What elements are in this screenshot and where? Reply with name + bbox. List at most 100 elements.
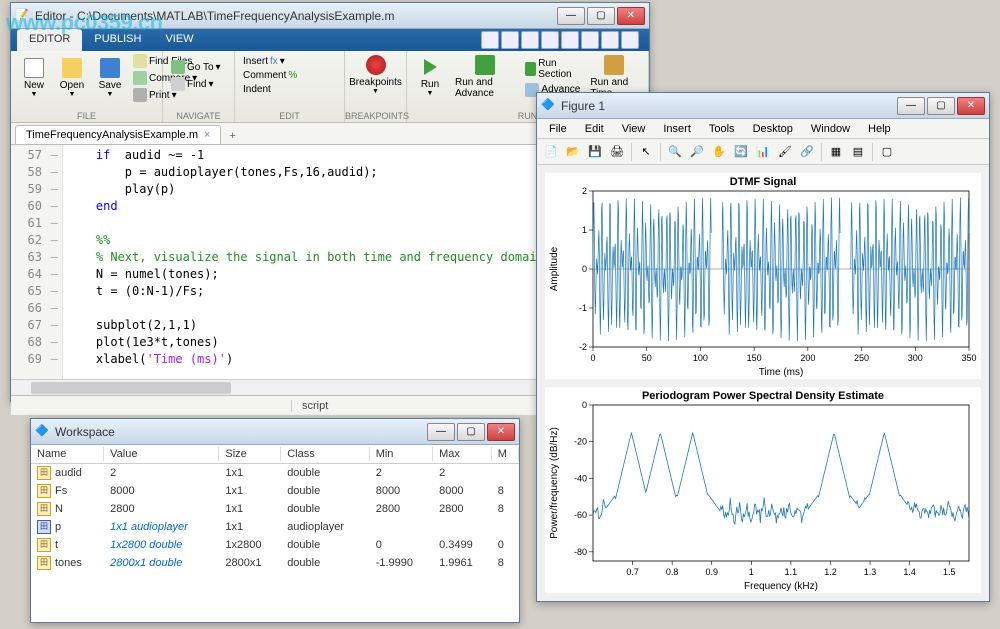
plot-area: DTMF Signal050100150200250300350-2-1012T… (537, 165, 989, 601)
maximize-button[interactable]: ▢ (457, 423, 485, 441)
workspace-table[interactable]: NameValueSizeClassMinMaxM 田audid 2 1x1do… (31, 445, 519, 572)
svg-text:Frequency (kHz): Frequency (kHz) (744, 581, 818, 592)
minimize-button[interactable]: — (427, 423, 455, 441)
new-button[interactable]: New▼ (17, 56, 51, 100)
legend-icon[interactable]: ▤ (848, 142, 868, 162)
minimize-button[interactable]: — (897, 97, 925, 115)
group-label: NAVIGATE (163, 111, 234, 121)
svg-text:1.1: 1.1 (785, 567, 798, 577)
menu-item[interactable]: Tools (701, 121, 743, 137)
qa-btn[interactable] (581, 31, 599, 49)
pointer-icon[interactable]: ↖ (636, 142, 656, 162)
run-section-button[interactable]: Run Section (523, 57, 582, 81)
close-tab-icon[interactable]: × (204, 129, 210, 141)
group-label: EDIT (235, 111, 344, 121)
workspace-title: Workspace (55, 425, 427, 439)
qa-btn[interactable] (501, 31, 519, 49)
link-icon[interactable]: 🔗 (797, 142, 817, 162)
insert-button[interactable]: Insert fx ▾ (241, 55, 338, 68)
table-row[interactable]: 田Fs 8000 1x1double800080008 (31, 482, 519, 500)
open-button[interactable]: Open▼ (55, 56, 89, 100)
menu-item[interactable]: Desktop (745, 121, 801, 137)
menu-item[interactable]: Insert (655, 121, 699, 137)
close-button[interactable]: ✕ (957, 97, 985, 115)
svg-text:0.7: 0.7 (626, 567, 639, 577)
goto-button[interactable]: Go To ▾ (169, 59, 228, 75)
figure-window: 🔷 Figure 1 — ▢ ✕ FileEditViewInsertTools… (536, 92, 990, 602)
breakpoints-button[interactable]: Breakpoints▼ (351, 53, 400, 97)
table-row[interactable]: 田t 1x2800 double 1x2800double00.34990 (31, 536, 519, 554)
menu-item[interactable]: View (614, 121, 654, 137)
pan-icon[interactable]: ✋ (709, 142, 729, 162)
column-header[interactable]: Value (104, 445, 219, 464)
tab-editor[interactable]: EDITOR (17, 29, 82, 51)
svg-text:Amplitude: Amplitude (549, 246, 560, 291)
menu-item[interactable]: Help (860, 121, 899, 137)
comment-button[interactable]: Comment % (241, 69, 338, 82)
svg-text:2: 2 (582, 186, 587, 196)
svg-text:300: 300 (908, 353, 923, 363)
colorbar-icon[interactable]: ▦ (826, 142, 846, 162)
svg-text:200: 200 (800, 353, 815, 363)
status-type: script (291, 400, 563, 412)
svg-text:0: 0 (582, 400, 587, 410)
close-button[interactable]: ✕ (617, 7, 645, 25)
file-tab[interactable]: TimeFrequencyAnalysisExample.m × (15, 125, 221, 144)
line-gutter: 57—58—59—60—61—62—63—64—65—66—67—68—69— (11, 145, 63, 379)
table-row[interactable]: 田p 1x1 audioplayer 1x1audioplayer (31, 518, 519, 536)
indent-button[interactable]: Indent (241, 83, 338, 96)
svg-text:0: 0 (582, 264, 587, 274)
qa-btn[interactable] (481, 31, 499, 49)
annotations-icon[interactable]: ▢ (877, 142, 897, 162)
workspace-window: 🔷 Workspace — ▢ ✕ NameValueSizeClassMinM… (30, 418, 520, 623)
table-row[interactable]: 田audid 2 1x1double22 (31, 464, 519, 483)
workspace-icon: 🔷 (35, 424, 51, 440)
open-icon[interactable]: 📂 (563, 142, 583, 162)
qa-btn[interactable] (561, 31, 579, 49)
column-header[interactable]: Min (370, 445, 433, 464)
figure-menu: FileEditViewInsertToolsDesktopWindowHelp (537, 119, 989, 139)
svg-text:0.9: 0.9 (705, 567, 718, 577)
svg-text:150: 150 (747, 353, 762, 363)
zoom-out-icon[interactable]: 🔎 (687, 142, 707, 162)
figure-toolbar: 📄 📂 💾 🖨 ↖ 🔍 🔎 ✋ 🔄 📊 🖌 🔗 ▦ ▤ ▢ (537, 139, 989, 165)
svg-text:Power/frequency (dB/Hz): Power/frequency (dB/Hz) (549, 427, 560, 539)
svg-text:250: 250 (854, 353, 869, 363)
run-button[interactable]: Run▼ (413, 55, 447, 99)
maximize-button[interactable]: ▢ (587, 7, 615, 25)
minimize-button[interactable]: — (557, 7, 585, 25)
quick-access-toolbar (481, 31, 639, 49)
new-figure-icon[interactable]: 📄 (541, 142, 561, 162)
column-header[interactable]: Size (219, 445, 281, 464)
table-row[interactable]: 田N 2800 1x1double280028008 (31, 500, 519, 518)
new-tab-button[interactable]: + (221, 128, 243, 144)
rotate-icon[interactable]: 🔄 (731, 142, 751, 162)
subplot-bottom: Periodogram Power Spectral Density Estim… (545, 387, 981, 593)
close-button[interactable]: ✕ (487, 423, 515, 441)
table-row[interactable]: 田tones 2800x1 double 2800x1double-1.9990… (31, 554, 519, 572)
qa-btn[interactable] (521, 31, 539, 49)
column-header[interactable]: Name (31, 445, 104, 464)
save-icon[interactable]: 💾 (585, 142, 605, 162)
tab-publish[interactable]: PUBLISH (82, 29, 153, 51)
group-label: BREAKPOINTS (345, 111, 406, 121)
maximize-button[interactable]: ▢ (927, 97, 955, 115)
column-header[interactable]: M (492, 445, 519, 464)
print-icon[interactable]: 🖨 (607, 142, 627, 162)
menu-item[interactable]: Edit (577, 121, 612, 137)
qa-btn[interactable] (601, 31, 619, 49)
zoom-in-icon[interactable]: 🔍 (665, 142, 685, 162)
find-button[interactable]: Find ▾ (169, 76, 228, 92)
column-header[interactable]: Class (281, 445, 370, 464)
brush-icon[interactable]: 🖌 (775, 142, 795, 162)
qa-btn[interactable] (621, 31, 639, 49)
save-button[interactable]: Save▼ (93, 56, 127, 100)
column-header[interactable]: Max (433, 445, 492, 464)
datatip-icon[interactable]: 📊 (753, 142, 773, 162)
svg-text:350: 350 (961, 353, 976, 363)
run-advance-button[interactable]: Run and Advance (451, 53, 519, 101)
menu-item[interactable]: File (541, 121, 575, 137)
menu-item[interactable]: Window (803, 121, 858, 137)
tab-view[interactable]: VIEW (153, 29, 205, 51)
qa-btn[interactable] (541, 31, 559, 49)
